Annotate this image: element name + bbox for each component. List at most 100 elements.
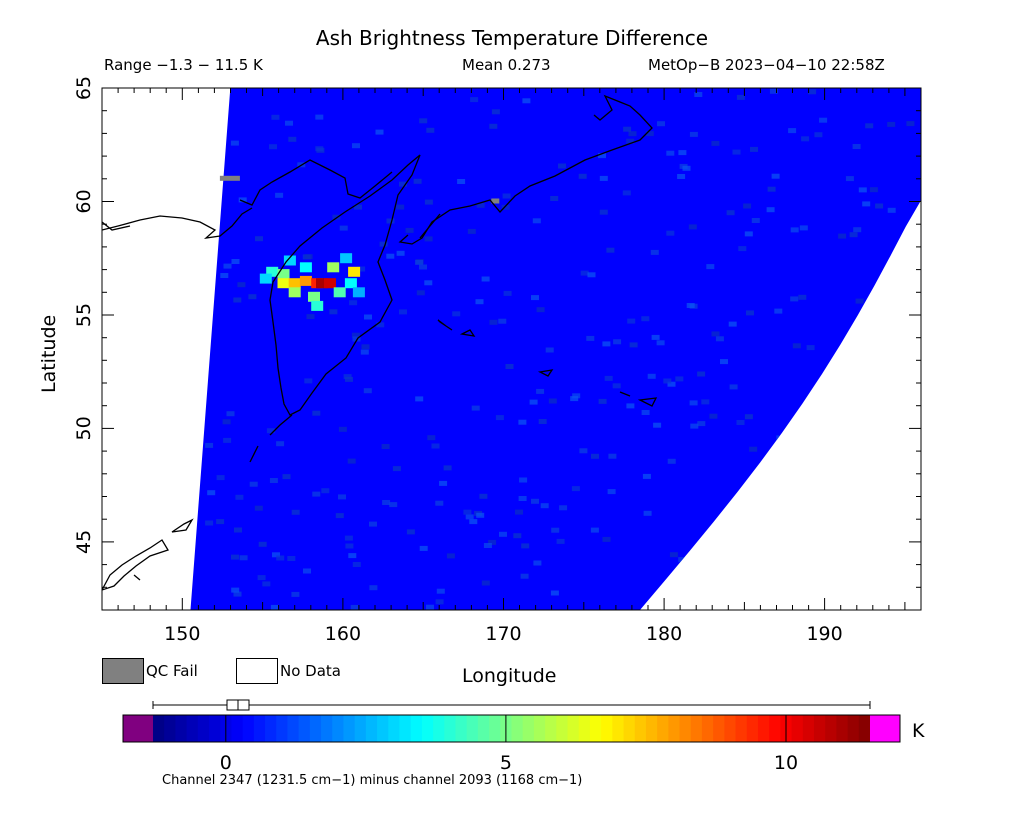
swath-pixel — [663, 588, 672, 594]
swath-pixel — [774, 308, 783, 314]
colorbar-bin — [701, 715, 714, 742]
swath-pixel — [369, 585, 378, 591]
swath-pixel — [405, 227, 414, 233]
swath-pixel — [350, 604, 359, 610]
colorbar-tick-labels: 0 5 10 — [220, 752, 798, 774]
swath-pixel — [205, 307, 214, 313]
swath-pixel — [499, 531, 507, 537]
swath-pixel — [689, 400, 698, 406]
swath-pixel — [656, 340, 665, 346]
swath-pixel — [190, 463, 198, 469]
ash-pixel — [333, 287, 346, 298]
swath-pixel — [799, 225, 808, 231]
swath-pixel — [206, 145, 215, 151]
swath-pixel — [653, 422, 662, 428]
swath-pixel — [269, 144, 277, 150]
swath-pixel — [852, 144, 861, 149]
swath-pixel — [533, 560, 542, 566]
swath-pixel — [467, 228, 476, 234]
swath-pixel — [697, 371, 706, 377]
swath-pixel — [558, 163, 566, 169]
swath-pixel — [223, 437, 232, 443]
swath-pixel — [142, 596, 150, 601]
swath-pixel — [678, 150, 687, 156]
swath-pixel — [271, 114, 280, 120]
swath-pixel — [476, 202, 485, 208]
swath-pixel — [483, 543, 492, 548]
range-readout: Range −1.3 − 11.5 K — [104, 56, 263, 74]
swath-pixel — [876, 452, 885, 458]
no-data-label: No Data — [280, 662, 341, 680]
qc-fail-pixels — [219, 175, 500, 204]
ash-pixel — [277, 278, 290, 289]
mean-marker — [237, 699, 250, 711]
colorbar-bin — [421, 715, 434, 742]
y-tick-label: 60 — [73, 189, 95, 213]
swath-pixel — [147, 383, 155, 388]
colorbar-bin — [578, 715, 591, 742]
swath-pixel — [627, 318, 636, 324]
ash-pixel — [340, 253, 353, 264]
swath-pixel — [579, 448, 588, 454]
colorbar-bin — [309, 715, 322, 742]
swath-pixel — [304, 254, 313, 260]
colorbar-bin — [231, 715, 244, 742]
swath-pixel — [771, 173, 780, 179]
swath-pixel — [424, 280, 433, 286]
swath-pixel — [419, 264, 427, 270]
swath-pixel — [170, 106, 178, 111]
swath-pixel — [766, 480, 775, 486]
swath-pixel — [112, 398, 120, 403]
swath-pixel — [720, 359, 728, 365]
satellite-swath — [190, 88, 921, 610]
swath-pixel — [916, 479, 921, 485]
swath-pixel — [667, 458, 676, 464]
swath-pixel — [315, 146, 324, 152]
colorbar-bin — [847, 715, 860, 742]
swath-pixel — [339, 225, 348, 231]
colorbar-bin — [276, 715, 289, 742]
swath-pixel — [439, 480, 448, 486]
swath-pixel — [287, 556, 296, 561]
swath-pixel — [345, 376, 353, 382]
swath-texture — [110, 88, 921, 610]
swath-pixel — [352, 336, 361, 342]
swath-pixel — [608, 453, 617, 459]
swath-pixel — [495, 415, 504, 421]
swath-pixel — [788, 128, 797, 134]
swath-pixel — [190, 272, 192, 278]
swath-pixel — [110, 522, 118, 527]
swath-pixel — [354, 204, 362, 210]
swath-pixel — [744, 414, 753, 420]
swath-pixel — [726, 210, 735, 216]
ash-pixel — [299, 275, 312, 286]
swath-pixel — [233, 591, 242, 597]
colorbar-bin — [186, 715, 199, 742]
swath-pixel — [587, 272, 596, 278]
mean-marker — [226, 699, 239, 711]
swath-pixel — [352, 562, 361, 567]
swath-pixel — [744, 231, 753, 237]
swath-pixel — [200, 352, 209, 358]
swath-pixel — [399, 309, 407, 315]
swath-pixel — [688, 224, 697, 230]
ash-pixel — [344, 278, 357, 289]
colorbar-bin — [679, 715, 692, 742]
swath-pixel — [776, 435, 785, 441]
swath-pixel — [431, 443, 440, 449]
swath-pixel — [689, 131, 698, 137]
swath-pixel — [352, 143, 360, 149]
swath-pixel — [476, 512, 485, 518]
x-tick-label: 160 — [325, 623, 361, 645]
colorbar-bin — [466, 715, 479, 742]
swath-pixel — [697, 421, 706, 427]
swath-pixel — [207, 490, 216, 496]
swath-pixel — [518, 496, 527, 501]
swath-pixel — [556, 538, 565, 544]
swath-pixel — [886, 301, 895, 307]
swath-pixel — [666, 150, 675, 156]
swath-pixel — [550, 590, 559, 596]
swath-pixel — [571, 486, 580, 492]
swath-pixel — [845, 176, 854, 182]
swath-pixel — [540, 503, 549, 509]
